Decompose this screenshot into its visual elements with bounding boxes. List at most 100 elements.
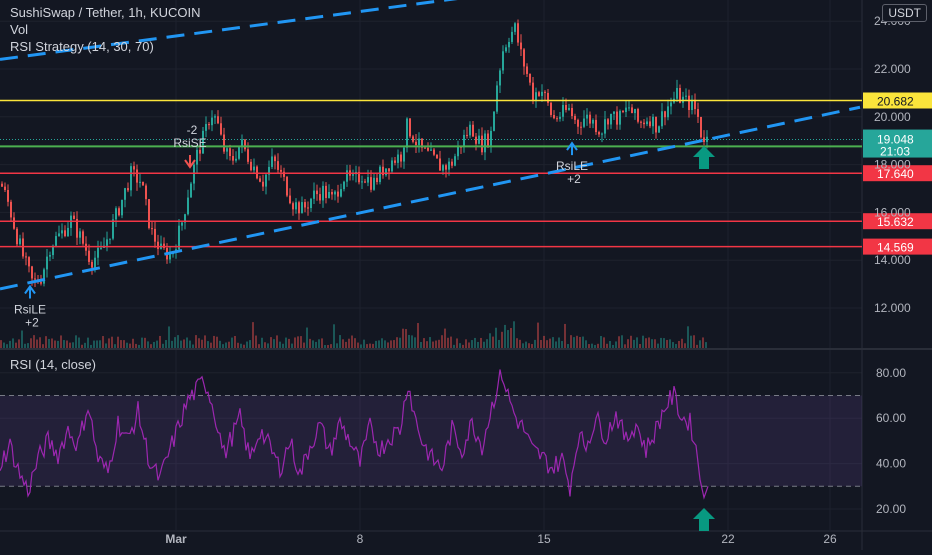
candle-body (568, 107, 570, 110)
volume-bar (423, 338, 425, 348)
candle-body (508, 41, 510, 48)
candle-body (595, 119, 597, 133)
candle-body (109, 238, 111, 240)
volume-bar (360, 344, 362, 348)
candle-body (529, 73, 531, 83)
volume-bar (15, 342, 17, 348)
candle-body (304, 202, 306, 208)
volume-bar (159, 335, 161, 348)
volume-bar (87, 337, 89, 348)
candle-body (667, 106, 669, 118)
strategy-legend[interactable]: RSI Strategy (14, 30, 70) (10, 39, 154, 54)
candle-body (340, 189, 342, 197)
volume-bar (642, 335, 644, 348)
candle-body (127, 188, 129, 191)
volume-bar (204, 335, 206, 348)
rsi-legend[interactable]: RSI (14, close) (10, 357, 96, 372)
volume-bar (90, 344, 92, 348)
volume-bar (30, 338, 32, 348)
volume-bar (654, 339, 656, 348)
rsi-tick-label: 20.00 (876, 502, 906, 516)
candle-body (64, 230, 66, 237)
candle-body (226, 148, 228, 152)
volume-bar (687, 326, 689, 348)
candle-body (271, 156, 273, 167)
candle-body (385, 168, 387, 176)
volume-bar (378, 340, 380, 348)
volume-bar (171, 340, 173, 348)
candle-body (343, 181, 345, 190)
volume-bar (21, 330, 23, 348)
candle-body (592, 119, 594, 124)
candle-body (283, 171, 285, 177)
signal-label: RsiSE (173, 136, 206, 150)
volume-bar (645, 338, 647, 348)
candle-body (505, 47, 507, 52)
level-label: 14.569 (877, 241, 914, 255)
candle-body (214, 116, 216, 118)
candle-body (346, 170, 348, 182)
candle-body (142, 181, 144, 186)
buy-signal-arrow-rsi (693, 508, 715, 531)
volume-bar (309, 338, 311, 348)
candle-body (31, 266, 33, 279)
level-tag-17.640 (863, 165, 932, 182)
candle-body (61, 230, 63, 234)
candle-body (445, 165, 447, 170)
candle-body (121, 199, 123, 216)
volume-bar (474, 337, 476, 348)
volume-bar (396, 337, 398, 348)
volume-bar (99, 340, 101, 348)
volume-bar (351, 335, 353, 348)
candle-body (625, 107, 627, 113)
candle-body (244, 139, 246, 150)
candle-body (76, 218, 78, 238)
candle-body (613, 111, 615, 114)
candle-body (19, 238, 21, 245)
volume-bar (498, 339, 500, 348)
candle-body (658, 126, 660, 133)
volume-bar (420, 341, 422, 348)
candle-body (163, 243, 165, 249)
candle-body (118, 208, 120, 216)
candle-body (490, 130, 492, 146)
candle-body (250, 161, 252, 171)
candle-body (412, 136, 414, 142)
current-price-tag (863, 129, 932, 158)
volume-bar (492, 336, 494, 348)
currency-button[interactable]: USDT (882, 4, 927, 22)
volume-bar (504, 324, 506, 348)
candle-body (478, 135, 480, 144)
volume-bar (444, 328, 446, 348)
candle-body (448, 161, 450, 170)
volume-bar (453, 344, 455, 348)
rsi-tick-label: 60.00 (876, 411, 906, 425)
volume-bar (117, 336, 119, 348)
candle-body (253, 166, 255, 171)
volume-bar (126, 342, 128, 348)
candle-body (685, 95, 687, 97)
candle-body (361, 181, 363, 183)
candle-body (601, 133, 603, 135)
volume-bar (525, 341, 527, 348)
candle-body (196, 149, 198, 165)
volume-legend[interactable]: Vol (10, 22, 29, 37)
candle-body (538, 92, 540, 96)
volume-bar (51, 338, 53, 348)
candle-body (25, 256, 27, 258)
candle-body (598, 132, 600, 135)
symbol-title[interactable]: SushiSwap / Tether, 1h, KUCOIN (10, 5, 201, 20)
volume-bar (387, 342, 389, 348)
candle-body (694, 99, 696, 110)
volume-bar (606, 343, 608, 348)
candle-body (1, 183, 3, 187)
candle-body (418, 138, 420, 146)
candle-body (664, 111, 666, 118)
signal-qty: +2 (567, 172, 581, 186)
volume-bar (600, 335, 602, 348)
level-label: 17.640 (877, 167, 914, 181)
volume-bar (330, 344, 332, 348)
candle-body (322, 185, 324, 201)
